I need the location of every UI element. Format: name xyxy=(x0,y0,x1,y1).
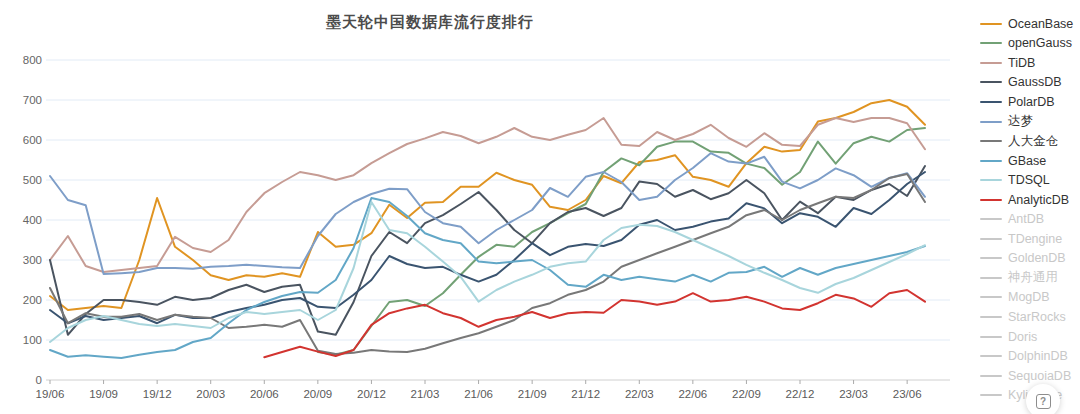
legend-item-GaussDB[interactable]: GaussDB xyxy=(980,73,1080,93)
legend-label: TDengine xyxy=(1008,232,1062,246)
legend-item-人大金仓[interactable]: 人大金仓 xyxy=(980,131,1080,151)
legend-swatch xyxy=(980,160,1002,162)
series-line-TiDB xyxy=(50,118,925,272)
legend-item-AntDB[interactable]: AntDB xyxy=(980,209,1080,229)
legend-swatch xyxy=(980,179,1002,181)
legend-label: TDSQL xyxy=(1008,173,1050,187)
y-axis-label: 700 xyxy=(23,94,42,106)
x-axis-label: 19/09 xyxy=(89,388,118,400)
x-axis-label: 20/09 xyxy=(303,388,332,400)
legend-label: TiDB xyxy=(1008,56,1035,70)
legend-swatch xyxy=(980,394,1002,396)
legend-item-SequoiaDB[interactable]: SequoiaDB xyxy=(980,366,1080,386)
legend-swatch xyxy=(980,23,1002,25)
legend-item-TDSQL[interactable]: TDSQL xyxy=(980,170,1080,190)
legend-swatch xyxy=(980,257,1002,259)
chart-title: 墨天轮中国数据库流行度排行 xyxy=(50,13,810,33)
legend-item-达梦[interactable]: 达梦 xyxy=(980,112,1080,132)
x-axis-label: 22/06 xyxy=(678,388,707,400)
legend-item-StarRocks[interactable]: StarRocks xyxy=(980,307,1080,327)
legend-label: Doris xyxy=(1008,330,1037,344)
legend-item-AnalyticDB[interactable]: AnalyticDB xyxy=(980,190,1080,210)
legend-label: 达梦 xyxy=(1008,113,1033,130)
legend-swatch xyxy=(980,101,1002,103)
y-axis-label: 0 xyxy=(36,374,42,386)
x-axis-label: 22/03 xyxy=(625,388,654,400)
x-axis-label: 22/09 xyxy=(732,388,761,400)
x-axis-label: 21/12 xyxy=(571,388,600,400)
legend-swatch xyxy=(980,296,1002,298)
legend-item-GoldenDB[interactable]: GoldenDB xyxy=(980,249,1080,269)
legend-item-OceanBase[interactable]: OceanBase xyxy=(980,14,1080,34)
question-mark-icon: ? xyxy=(1036,394,1051,409)
legend-swatch xyxy=(980,355,1002,357)
legend-swatch xyxy=(980,277,1002,279)
legend-label: openGauss xyxy=(1008,36,1072,50)
legend-label: PolarDB xyxy=(1008,95,1055,109)
y-axis-label: 200 xyxy=(23,294,42,306)
legend-label: OceanBase xyxy=(1008,17,1073,31)
legend-label: GaussDB xyxy=(1008,75,1062,89)
x-axis-label: 23/03 xyxy=(839,388,868,400)
y-axis-label: 600 xyxy=(23,134,42,146)
legend-swatch xyxy=(980,218,1002,220)
y-axis-label: 400 xyxy=(23,214,42,226)
legend-label: 神舟通用 xyxy=(1008,269,1058,286)
x-axis-label: 19/12 xyxy=(143,388,172,400)
legend-label: GoldenDB xyxy=(1008,251,1066,265)
x-axis-label: 19/06 xyxy=(36,388,65,400)
legend-item-TDengine[interactable]: TDengine xyxy=(980,229,1080,249)
legend-swatch xyxy=(980,199,1002,201)
legend-swatch xyxy=(980,121,1002,123)
legend-swatch xyxy=(980,42,1002,44)
legend: OceanBase openGauss TiDB GaussDB PolarDB 达梦人大… xyxy=(980,14,1080,405)
legend-swatch xyxy=(980,238,1002,240)
y-axis-label: 100 xyxy=(23,334,42,346)
series-line-PolarDB xyxy=(50,172,925,323)
x-axis-label: 23/06 xyxy=(893,388,922,400)
legend-label: AnalyticDB xyxy=(1008,193,1069,207)
legend-swatch xyxy=(980,62,1002,64)
x-axis-label: 20/12 xyxy=(357,388,386,400)
legend-label: MogDB xyxy=(1008,290,1050,304)
legend-label: 人大金仓 xyxy=(1008,133,1058,150)
legend-item-DolphinDB[interactable]: DolphinDB xyxy=(980,346,1080,366)
chart-canvas: 0 100 200 300 400 500 600 700 800 19/06 19/09 19/12… xyxy=(0,0,1080,414)
legend-item-PolarDB[interactable]: PolarDB xyxy=(980,92,1080,112)
y-axis-label: 300 xyxy=(23,254,42,266)
legend-item-神舟通用[interactable]: 神舟通用 xyxy=(980,268,1080,288)
legend-label: GBase xyxy=(1008,154,1046,168)
x-axis-label: 22/12 xyxy=(786,388,815,400)
x-axis-label: 20/03 xyxy=(196,388,225,400)
legend-swatch xyxy=(980,336,1002,338)
legend-swatch xyxy=(980,81,1002,83)
x-axis-label: 21/03 xyxy=(411,388,440,400)
legend-label: AntDB xyxy=(1008,212,1044,226)
legend-item-GBase[interactable]: GBase xyxy=(980,151,1080,171)
legend-label: DolphinDB xyxy=(1008,349,1068,363)
y-axis-label: 800 xyxy=(23,54,42,66)
legend-label: SequoiaDB xyxy=(1008,369,1071,383)
legend-swatch xyxy=(980,316,1002,318)
help-button[interactable]: ? xyxy=(1026,384,1060,414)
legend-swatch xyxy=(980,140,1002,142)
legend-item-Doris[interactable]: Doris xyxy=(980,327,1080,347)
legend-item-TiDB[interactable]: TiDB xyxy=(980,53,1080,73)
x-axis-label: 20/06 xyxy=(250,388,279,400)
x-axis-label: 21/09 xyxy=(518,388,547,400)
x-axis-label: 21/06 xyxy=(464,388,493,400)
legend-label: StarRocks xyxy=(1008,310,1066,324)
y-axis-label: 500 xyxy=(23,174,42,186)
legend-swatch xyxy=(980,375,1002,377)
legend-item-MogDB[interactable]: MogDB xyxy=(980,288,1080,308)
legend-item-openGauss[interactable]: openGauss xyxy=(980,34,1080,54)
